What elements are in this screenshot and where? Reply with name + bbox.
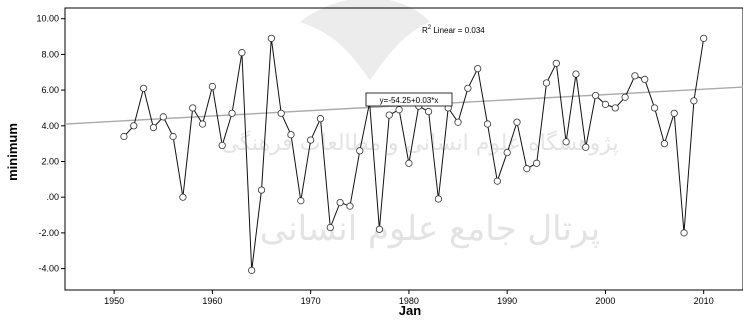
- data-point: [641, 75, 649, 83]
- data-point: [198, 120, 207, 128]
- y-tick-label: -2.00: [38, 228, 59, 238]
- equation-box: y=-54.25+0.03*x: [365, 92, 453, 107]
- data-point: [483, 120, 492, 128]
- data-point: [149, 123, 158, 132]
- data-point: [385, 111, 393, 119]
- data-point: [159, 113, 167, 121]
- y-tick-label: -4.00: [38, 264, 59, 274]
- data-point: [562, 138, 570, 146]
- data-point: [523, 165, 531, 173]
- data-point: [169, 132, 177, 141]
- data-point: [307, 136, 315, 144]
- watermark-line1: پژوهشگاه علوم انسانی و مطالعات فرهنگی: [221, 130, 618, 156]
- data-point: [395, 106, 403, 114]
- data-point: [542, 79, 551, 87]
- y-tick-label: 10.00: [36, 14, 59, 24]
- data-point: [424, 107, 433, 116]
- data-point: [287, 131, 295, 139]
- x-axis-title: Jan: [399, 303, 421, 318]
- data-point: [650, 104, 659, 112]
- data-point: [493, 177, 501, 185]
- y-tick-label: 6.00: [41, 85, 59, 95]
- plot-frame: [64, 7, 743, 291]
- data-point: [267, 34, 275, 42]
- data-point: [277, 109, 285, 117]
- data-point: [454, 118, 462, 126]
- data-point: [356, 147, 364, 155]
- y-tick-label: 2.00: [41, 156, 59, 166]
- r2-letter: R: [422, 26, 428, 35]
- data-point: [592, 91, 600, 100]
- y-tick-label: .00: [46, 192, 59, 202]
- data-point: [375, 225, 384, 233]
- watermark: پژوهشگاه علوم انسانی و مطالعات فرهنگی پر…: [221, 0, 619, 249]
- x-tick-label: 1960: [202, 296, 222, 306]
- data-point: [621, 93, 629, 101]
- data-point: [336, 198, 344, 207]
- equation-frame: [365, 92, 453, 107]
- data-point: [582, 143, 590, 151]
- y-axis-title: minimum: [5, 123, 20, 181]
- data-point: [228, 109, 236, 117]
- data-point: [660, 140, 668, 148]
- data-point: [503, 148, 511, 157]
- data-point: [474, 65, 482, 73]
- r2-label: R2 Linear = 0.034: [422, 25, 485, 35]
- data-point: [464, 84, 472, 92]
- data-point: [631, 72, 639, 80]
- data-point: [601, 100, 610, 108]
- data-point: [248, 266, 256, 274]
- data-point: [130, 122, 138, 130]
- data-point: [316, 115, 325, 123]
- data-point: [552, 59, 560, 67]
- data-point: [611, 104, 619, 112]
- y-tick-label: 4.00: [41, 121, 59, 131]
- data-point: [297, 197, 305, 205]
- data-point: [670, 109, 678, 117]
- data-point: [513, 118, 521, 126]
- data-point: [405, 159, 413, 167]
- data-point: [189, 104, 197, 112]
- x-tick-label: 1950: [104, 296, 124, 306]
- data-point: [680, 229, 688, 237]
- x-tick-label: 1970: [301, 296, 321, 306]
- y-tick-label: 8.00: [41, 49, 59, 59]
- series-layer: [120, 34, 708, 274]
- data-point: [120, 132, 128, 141]
- data-point: [700, 34, 708, 42]
- data-point: [690, 97, 698, 105]
- x-tick-label: 1980: [399, 296, 419, 306]
- data-point: [572, 70, 580, 78]
- data-point: [238, 49, 246, 57]
- watermark-line2: پرتال جامع علوم انسانی: [260, 209, 600, 249]
- data-point: [434, 195, 442, 203]
- data-point: [346, 202, 354, 210]
- x-tick-label: 1990: [497, 296, 517, 306]
- watermark-emblem: [300, 0, 430, 80]
- axes: 10.00 8.00 6.00 4.00 2.00 .00 -2.00 -4.00 1950 19…: [36, 7, 743, 306]
- data-point: [326, 223, 334, 232]
- data-point: [140, 84, 148, 92]
- equation-label: y=-54.25+0.03*x: [380, 96, 439, 105]
- data-point: [257, 186, 266, 194]
- data-point: [218, 141, 226, 150]
- data-point: [208, 82, 216, 91]
- x-tick-label: 2010: [694, 296, 714, 306]
- data-point: [533, 159, 541, 167]
- r2-value: Linear = 0.034: [431, 26, 485, 35]
- annotations: y=-54.25+0.03*x R2 Linear = 0.034: [365, 25, 485, 107]
- r2-superscript: 2: [428, 25, 432, 31]
- x-tick-label: 2000: [595, 296, 615, 306]
- data-point: [179, 193, 187, 201]
